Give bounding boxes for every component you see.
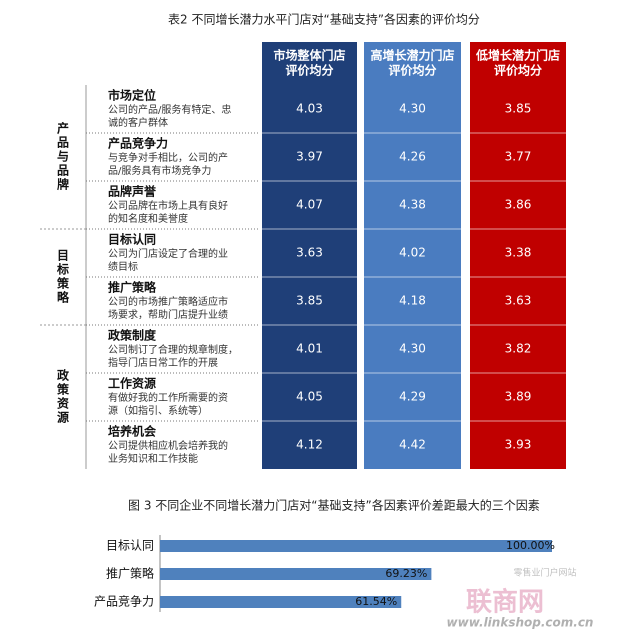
cell-value: 4.01 — [296, 342, 323, 356]
column-header: 评价均分 — [388, 63, 436, 78]
column-header: 低增长潜力门店 — [475, 48, 560, 63]
column-header: 评价均分 — [285, 63, 333, 78]
row-desc: 品/服务具有市场竞争力 — [108, 164, 211, 177]
row-name: 品牌声誉 — [108, 184, 157, 199]
row-desc: 公司为门店设定了合理的业 — [108, 247, 228, 260]
row-name: 政策制度 — [108, 328, 157, 343]
row-desc: 的知名度和美誉度 — [108, 212, 188, 225]
cell-value: 3.38 — [505, 246, 532, 260]
cell-value: 3.97 — [296, 150, 323, 164]
bar — [160, 540, 552, 552]
row-desc: 诚的客户群体 — [108, 116, 168, 129]
cell-value: 3.77 — [505, 150, 532, 164]
cell-value: 4.12 — [296, 438, 323, 452]
row-name: 市场定位 — [108, 88, 156, 103]
cell-value: 4.29 — [399, 390, 426, 404]
row-desc: 场要求，帮助门店提升业绩 — [108, 308, 228, 321]
row-desc: 有做好我的工作所需要的资 — [108, 391, 228, 404]
cell-value: 4.07 — [296, 198, 323, 212]
cell-value: 3.63 — [296, 246, 323, 260]
column-bg — [364, 42, 461, 469]
cell-value: 3.82 — [505, 342, 532, 356]
row-desc: 与竞争对手相比，公司的产 — [108, 151, 228, 164]
cell-value: 4.42 — [399, 438, 426, 452]
table-title: 表2 不同增长潜力水平门店对“基础支持”各因素的评价均分 — [168, 12, 480, 27]
category-label: 目标认同 — [106, 539, 154, 553]
watermark-name: 联商网 — [466, 587, 544, 618]
row-desc: 指导门店日常工作的开展 — [108, 356, 218, 369]
column-bg — [470, 42, 566, 469]
category-label: 产品竞争力 — [94, 595, 154, 609]
watermark-tagline: 零售业门户网站 — [513, 567, 576, 579]
row-desc: 绩目标 — [108, 260, 138, 273]
row-desc: 公司的市场推广策略适应市 — [108, 295, 228, 308]
row-desc: 公司的产品/服务有特定、忠 — [108, 103, 231, 116]
chart-title: 图 3 不同企业不同增长潜力门店对“基础支持”各因素评价差距最大的三个因素 — [128, 498, 540, 513]
row-name: 培养机会 — [108, 424, 157, 439]
column-header: 评价均分 — [494, 63, 542, 78]
group-label: 产品与品牌 — [56, 121, 70, 192]
column-header: 市场整体门店 — [273, 48, 345, 63]
cell-value: 4.02 — [399, 246, 426, 260]
cell-value: 4.30 — [399, 342, 426, 356]
cell-value: 3.63 — [505, 294, 532, 308]
bar — [160, 596, 402, 608]
cell-value: 4.03 — [296, 102, 323, 116]
cell-value: 3.85 — [296, 294, 323, 308]
group-label: 政策资源 — [56, 368, 70, 425]
row-desc: 源（如指引、系统等） — [108, 404, 208, 417]
row-name: 推广策略 — [108, 280, 157, 295]
bar — [160, 568, 432, 580]
cell-value: 4.30 — [399, 102, 426, 116]
category-label: 推广策略 — [106, 566, 154, 581]
row-desc: 公司品牌在市场上具有良好 — [108, 199, 228, 212]
cell-value: 3.85 — [505, 102, 532, 116]
value-label: 69.23% — [385, 567, 427, 580]
cell-value: 4.38 — [399, 198, 426, 212]
cell-value: 3.93 — [505, 438, 532, 452]
row-desc: 公司提供相应机会培养我的 — [108, 439, 228, 452]
row-name: 产品竞争力 — [108, 136, 168, 151]
cell-value: 3.86 — [505, 198, 532, 212]
row-name: 工作资源 — [108, 376, 156, 391]
cell-value: 3.89 — [505, 390, 532, 404]
row-name: 目标认同 — [108, 232, 156, 247]
value-label: 100.00% — [506, 539, 555, 552]
cell-value: 4.26 — [399, 150, 426, 164]
row-desc: 公司制订了合理的规章制度， — [108, 343, 238, 356]
value-label: 61.54% — [355, 595, 397, 608]
cell-value: 4.18 — [399, 294, 426, 308]
watermark-url: www.linkshop.com.cn — [447, 616, 594, 630]
group-label: 目标策略 — [56, 249, 70, 305]
cell-value: 4.05 — [296, 390, 323, 404]
column-bg — [262, 42, 357, 469]
row-desc: 业务知识和工作技能 — [108, 452, 198, 465]
column-header: 高增长潜力门店 — [370, 48, 454, 63]
